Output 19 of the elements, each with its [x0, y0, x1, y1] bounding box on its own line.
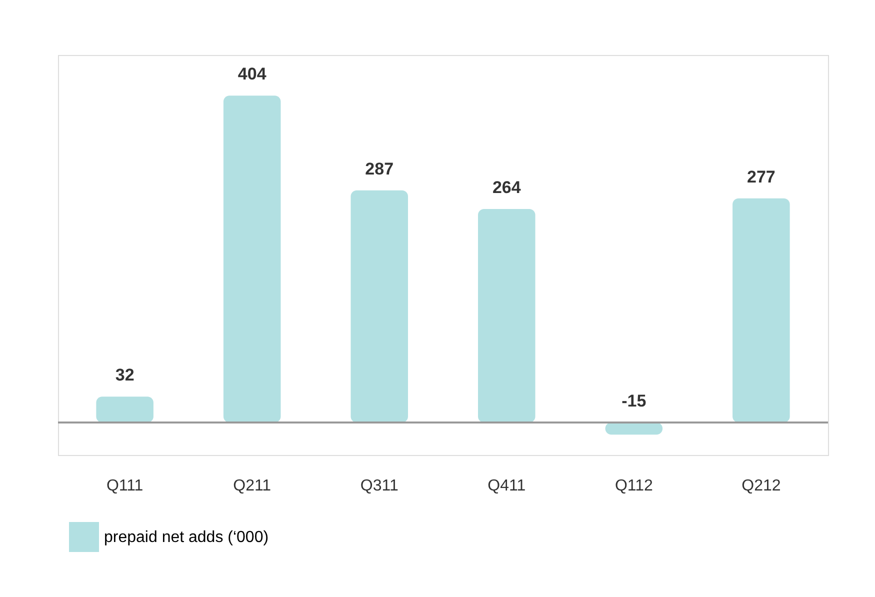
- data-label: 264: [492, 178, 522, 197]
- x-tick-label: Q212: [742, 478, 781, 494]
- x-tick-label: Q411: [488, 478, 526, 494]
- bar: [350, 190, 408, 423]
- legend-label: prepaid net adds (‘000): [104, 529, 269, 546]
- bar: [732, 198, 790, 423]
- x-tick-label: Q111: [106, 478, 144, 494]
- data-label: 277: [746, 167, 776, 186]
- bar: [96, 396, 154, 423]
- bar: [605, 422, 663, 435]
- data-label: -15: [622, 392, 646, 411]
- bar: [478, 208, 536, 423]
- data-label: 32: [115, 366, 134, 385]
- x-tick-label: Q112: [614, 478, 653, 494]
- bar: [223, 96, 281, 423]
- x-tick-label: Q311: [360, 478, 398, 494]
- data-label: 404: [238, 64, 267, 84]
- x-tick-label: Q211: [233, 478, 272, 494]
- data-label: 287: [365, 159, 394, 178]
